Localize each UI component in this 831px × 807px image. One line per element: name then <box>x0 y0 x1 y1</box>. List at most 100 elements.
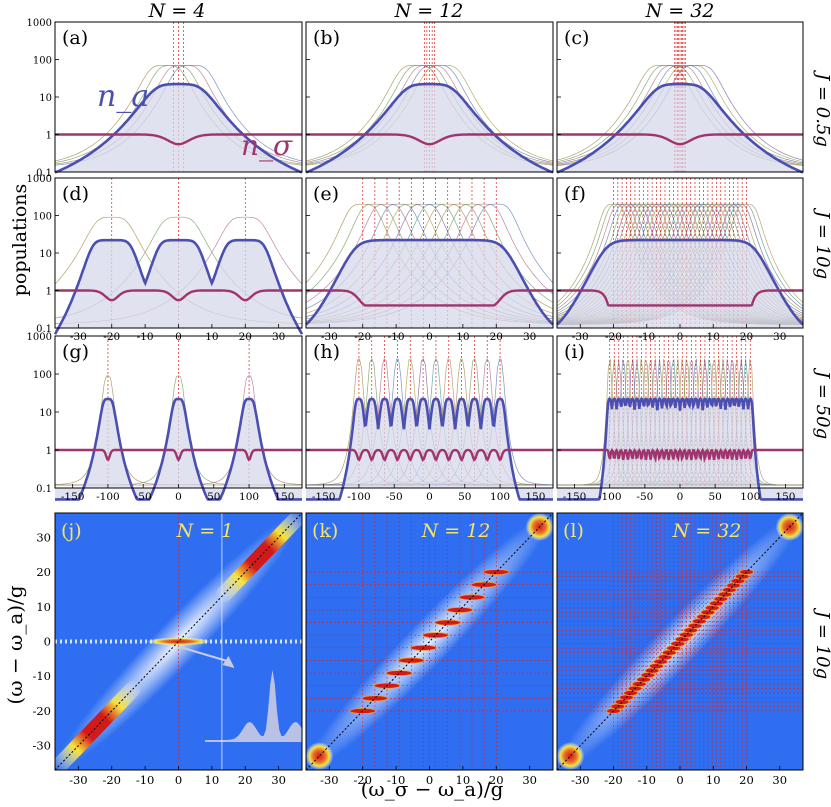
x-tick-label: -50 <box>636 491 653 503</box>
y-tick-label: -20 <box>32 704 51 718</box>
column-title-1: N = 4 <box>148 0 206 22</box>
x-tick-label: 0 <box>426 331 433 343</box>
band-dash <box>361 695 389 702</box>
nsigma-curve <box>306 133 553 146</box>
diagonal-line <box>306 513 553 770</box>
heatmap-xlabel: (ω_σ − ω_a)/g <box>361 777 504 801</box>
nsigma-curve <box>557 289 803 307</box>
heatmap-panel-1: (j) N = 1 -30 -20 -10 0 10 20 30 30 20 10 0 -10 -20 -30 <box>32 512 303 787</box>
x-tick-label: -100 <box>598 491 622 503</box>
y-tick-label: 100 <box>33 370 52 381</box>
na-fill <box>55 84 302 173</box>
band-dash <box>385 670 413 677</box>
na-fill <box>55 240 302 335</box>
y-tick-label: 10 <box>39 408 52 419</box>
x-tick-label: -30 <box>572 331 589 343</box>
x-tick-label: 30 <box>772 773 787 787</box>
y-tick-label: 1000 <box>27 18 52 29</box>
x-tick-label: 150 <box>274 491 294 503</box>
band-dash <box>739 569 754 576</box>
population-panel-9: (i) -150 -100 -50 0 50 100 150 <box>556 335 804 503</box>
x-tick-label: -10 <box>638 331 655 343</box>
y-tick-label: 10 <box>36 600 51 614</box>
na-curve <box>556 238 804 326</box>
x-tick-label: -10 <box>137 331 154 343</box>
heatmap-panel-2: (k) N = 12 -30 -20 -10 0 10 20 30 <box>305 512 554 787</box>
x-tick-label: 50 <box>708 491 721 503</box>
x-tick-label: -30 <box>571 773 590 787</box>
x-tick-label: 30 <box>773 331 786 343</box>
x-tick-label: 100 <box>740 491 760 503</box>
row-label-2: J = 10g <box>812 207 831 279</box>
x-tick-label: -30 <box>321 331 338 343</box>
x-tick-label: 10 <box>706 773 721 787</box>
panel-label: (h) <box>313 341 340 363</box>
band-dash <box>446 606 474 613</box>
x-tick-label: 10 <box>707 331 720 343</box>
x-tick-label: -20 <box>102 773 121 787</box>
inset-arrow <box>181 646 231 663</box>
x-tick-label: 0 <box>426 773 433 787</box>
column-title-2: N = 12 <box>394 0 464 22</box>
x-tick-label: 0 <box>677 331 684 343</box>
population-panel-5: (e) -30 -20 -10 0 10 20 30 <box>305 177 554 343</box>
y-tick-label: 20 <box>36 565 51 579</box>
x-tick-label: 0 <box>676 773 683 787</box>
y-tick-label: 1000 <box>27 332 52 343</box>
panel-label: (j) <box>61 520 82 542</box>
x-tick-label: 150 <box>775 491 795 503</box>
x-tick-label: -50 <box>386 491 403 503</box>
na-fill <box>557 240 803 328</box>
na-curve <box>306 397 553 501</box>
panel-label: (a) <box>62 27 88 49</box>
na-fill <box>306 84 553 173</box>
x-tick-label: 20 <box>239 331 252 343</box>
row-label-3: J = 50g <box>812 367 831 439</box>
row-label-1: J = 0.5g <box>812 69 831 147</box>
x-tick-label: 20 <box>739 773 754 787</box>
x-tick-label: 0 <box>175 773 182 787</box>
legend-na: n_a <box>97 79 149 114</box>
na-curve <box>556 82 804 174</box>
population-panel-1: (a) 1000 100 10 1 0.1 n_a n_σ <box>27 18 303 179</box>
population-panel-2: (b) <box>305 21 554 174</box>
panel-label: (b) <box>313 27 340 49</box>
diagonal-line <box>55 513 302 770</box>
panel-title: N = 32 <box>672 520 742 542</box>
x-tick-label: -10 <box>136 773 155 787</box>
panel-label: (l) <box>563 520 584 542</box>
population-panel-6: (f) -30 -20 -10 0 10 20 30 <box>556 177 804 343</box>
y-tick-label: -10 <box>32 669 51 683</box>
y-tick-label: 10 <box>39 249 52 260</box>
population-panel-7: (g) 1000 100 10 1 0.1 -150 -100 -50 0 50 100 150 <box>27 332 303 503</box>
x-tick-label: -100 <box>96 491 120 503</box>
column-title-3: N = 32 <box>645 0 715 22</box>
na-fill <box>55 399 302 500</box>
nsigma-curve <box>55 289 302 302</box>
x-tick-label: 0 <box>175 491 182 503</box>
band-dash <box>397 657 425 664</box>
y-tick-label: 1000 <box>27 174 52 185</box>
x-tick-label: -30 <box>69 773 88 787</box>
band-dash <box>422 632 449 639</box>
x-tick-label: -20 <box>605 331 622 343</box>
x-tick-label: -20 <box>353 773 372 787</box>
na-curve <box>53 238 304 335</box>
heatmap-ylabel: (ω − ω_a)/g <box>3 585 27 704</box>
heatmap-content <box>55 513 302 770</box>
nsigma-curve <box>306 448 553 462</box>
x-tick-label: 30 <box>271 773 286 787</box>
x-tick-label: -150 <box>563 491 587 503</box>
y-tick-label: 100 <box>33 212 52 223</box>
x-tick-label: 50 <box>207 491 220 503</box>
x-tick-label: -20 <box>604 773 623 787</box>
x-tick-label: 150 <box>525 491 545 503</box>
y-tick-label: 0.1 <box>36 324 52 335</box>
x-tick-label: 30 <box>522 773 537 787</box>
y-tick-label: 0.1 <box>36 484 52 495</box>
x-tick-label: 10 <box>456 331 469 343</box>
na-curve <box>55 397 302 501</box>
band-dash <box>458 594 486 601</box>
